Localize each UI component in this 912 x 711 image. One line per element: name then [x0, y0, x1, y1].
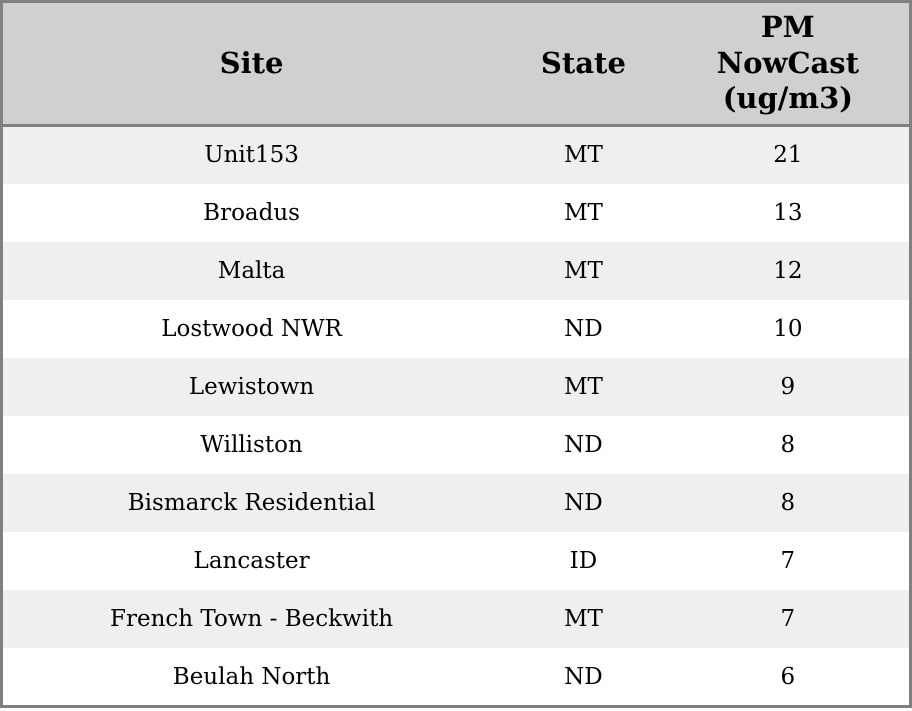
table-row: Williston ND 8 [1, 415, 911, 475]
pm-nowcast-cell: 21 [773, 142, 803, 169]
site-cell: Lewistown [188, 373, 315, 400]
pm-nowcast-cell: 10 [773, 315, 803, 342]
table-row: French Town - Beckwith MT 7 [1, 590, 911, 649]
site-cell: Lostwood NWR [161, 315, 342, 342]
pm-nowcast-cell: 12 [773, 257, 803, 284]
state-cell: ND [564, 490, 603, 517]
table-row: Unit153 MT 21 [1, 125, 911, 184]
state-cell: ID [569, 548, 598, 575]
state-cell: ND [564, 432, 603, 459]
column-header-pm-nowcast: PM NowCast (ug/m3) [666, 1, 911, 127]
pm-nowcast-cell: 6 [780, 663, 796, 690]
state-cell: ND [564, 663, 603, 690]
site-cell: Malta [217, 257, 286, 284]
table-row: Bismarck Residential ND 8 [1, 474, 911, 533]
table-header: Site State PM NowCast (ug/m3) [1, 1, 911, 127]
table-row: Malta MT 12 [1, 241, 911, 300]
state-cell: MT [563, 373, 603, 400]
state-cell: MT [563, 606, 603, 633]
column-header-state: State [500, 1, 667, 127]
header-row: Site State PM NowCast (ug/m3) [1, 1, 911, 127]
pm-nowcast-cell: 7 [780, 548, 796, 575]
pm-header-line-3: (ug/m3) [722, 81, 853, 116]
site-cell: Williston [200, 432, 303, 459]
table-row: Beulah North ND 6 [1, 648, 911, 707]
state-cell: ND [564, 315, 603, 342]
table-row: Broadus MT 13 [1, 183, 911, 242]
pm-nowcast-cell: 13 [773, 199, 803, 226]
state-cell: MT [563, 199, 603, 226]
table-body: Unit153 MT 21 Broadus MT 13 Malta MT 12 … [1, 125, 911, 707]
pm-nowcast-cell: 7 [780, 606, 796, 633]
pm-header-line-1: PM [760, 9, 815, 44]
pm-header-line-2: NowCast [716, 45, 860, 80]
pm-nowcast-cell: 8 [780, 490, 796, 517]
site-cell: Lancaster [193, 548, 310, 575]
table-row: Lewistown MT 9 [1, 357, 911, 416]
column-header-site: Site [1, 1, 501, 127]
state-cell: MT [563, 257, 603, 284]
state-cell: MT [563, 142, 603, 169]
table-row: Lostwood NWR ND 10 [1, 299, 911, 358]
site-cell: French Town - Beckwith [110, 606, 394, 633]
site-cell: Unit153 [204, 142, 299, 169]
pm-nowcast-cell: 8 [780, 432, 796, 459]
table-row: Lancaster ID 7 [1, 532, 911, 591]
pm-nowcast-cell: 9 [780, 373, 796, 400]
site-cell: Beulah North [172, 663, 331, 690]
site-cell: Bismarck Residential [127, 490, 376, 517]
site-cell: Broadus [203, 199, 300, 226]
